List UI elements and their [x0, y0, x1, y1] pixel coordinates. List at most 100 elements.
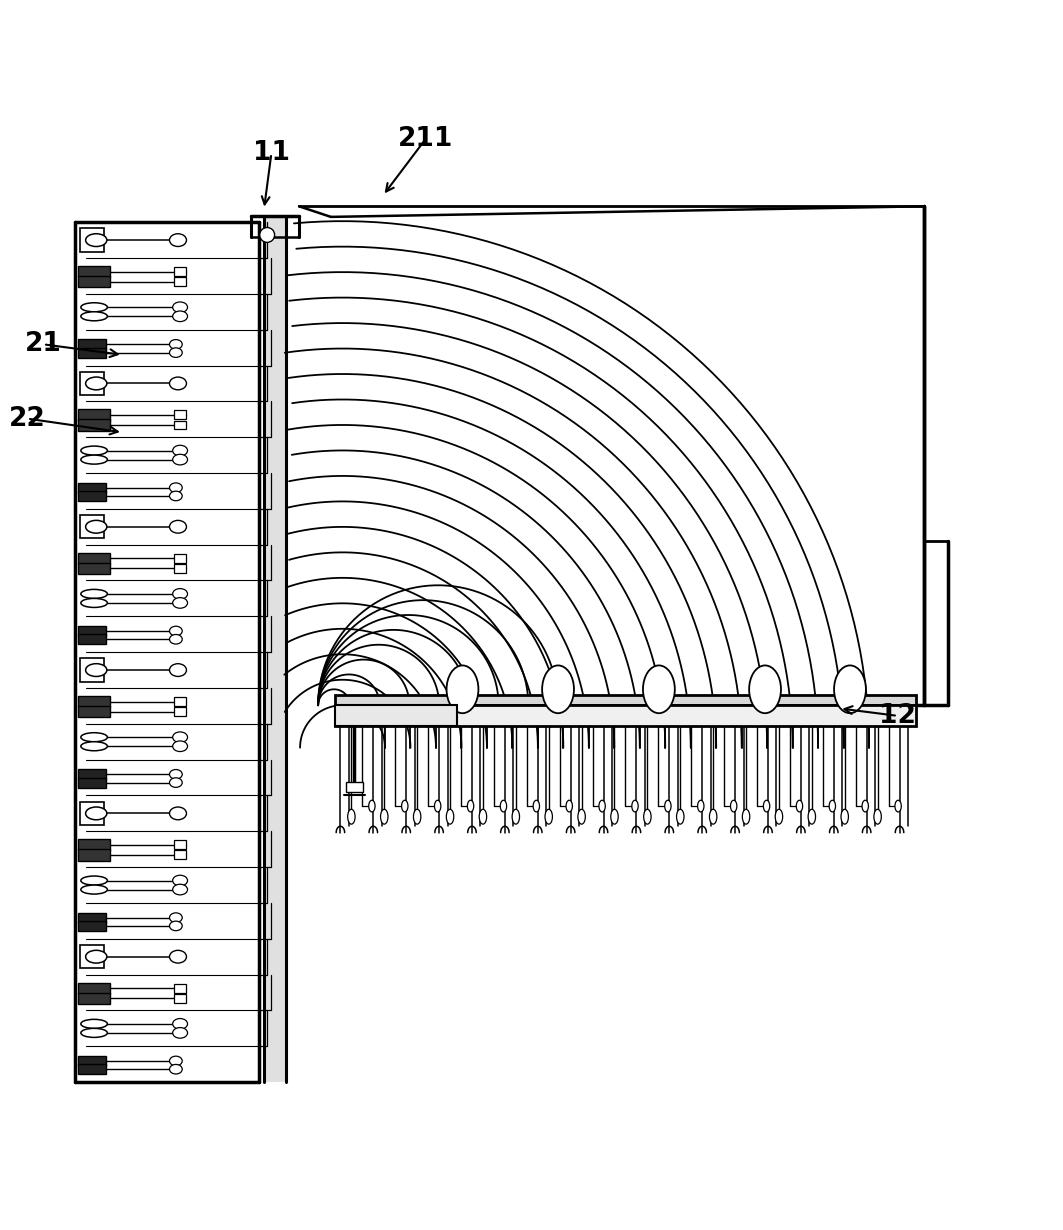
- Ellipse shape: [172, 740, 187, 752]
- Ellipse shape: [169, 807, 186, 819]
- Bar: [79, 921, 106, 931]
- Ellipse shape: [81, 303, 107, 311]
- Ellipse shape: [169, 491, 182, 501]
- Ellipse shape: [697, 801, 704, 812]
- Bar: [79, 983, 111, 994]
- Ellipse shape: [81, 589, 107, 599]
- Ellipse shape: [348, 809, 355, 824]
- Ellipse shape: [169, 520, 186, 533]
- Text: 211: 211: [398, 127, 453, 153]
- Ellipse shape: [81, 446, 107, 455]
- Ellipse shape: [566, 801, 572, 812]
- Bar: [79, 1055, 106, 1066]
- Ellipse shape: [644, 809, 652, 824]
- Ellipse shape: [86, 378, 107, 390]
- Bar: [79, 491, 106, 501]
- Ellipse shape: [172, 589, 187, 599]
- Bar: [335, 705, 916, 727]
- Ellipse shape: [81, 599, 107, 608]
- Ellipse shape: [895, 801, 901, 812]
- Ellipse shape: [81, 886, 107, 894]
- Ellipse shape: [841, 809, 848, 824]
- Ellipse shape: [730, 801, 737, 812]
- Bar: [81, 229, 104, 252]
- Bar: [81, 371, 104, 395]
- Bar: [79, 276, 111, 288]
- Bar: [79, 419, 111, 430]
- Ellipse shape: [169, 1064, 182, 1074]
- Ellipse shape: [169, 234, 186, 246]
- Ellipse shape: [381, 809, 388, 824]
- Ellipse shape: [834, 665, 866, 713]
- Ellipse shape: [172, 1018, 187, 1030]
- Ellipse shape: [172, 732, 187, 743]
- Ellipse shape: [402, 801, 408, 812]
- Bar: [79, 410, 111, 421]
- Bar: [173, 850, 186, 860]
- Ellipse shape: [369, 801, 375, 812]
- Ellipse shape: [172, 1027, 187, 1038]
- Ellipse shape: [172, 311, 187, 321]
- Ellipse shape: [86, 520, 107, 533]
- Ellipse shape: [172, 445, 187, 456]
- Bar: [173, 707, 186, 716]
- Bar: [79, 849, 111, 861]
- Ellipse shape: [611, 809, 619, 824]
- Bar: [79, 348, 106, 358]
- Bar: [79, 635, 106, 645]
- Ellipse shape: [169, 1057, 182, 1065]
- Ellipse shape: [172, 598, 187, 608]
- Ellipse shape: [512, 809, 520, 824]
- Bar: [264, 215, 286, 1082]
- Bar: [173, 840, 186, 849]
- Text: 22: 22: [9, 406, 46, 432]
- Bar: [79, 562, 111, 574]
- Ellipse shape: [81, 1028, 107, 1037]
- Bar: [79, 696, 111, 707]
- Bar: [173, 994, 186, 1002]
- Bar: [335, 695, 916, 705]
- Ellipse shape: [414, 809, 421, 824]
- Ellipse shape: [169, 913, 182, 922]
- Bar: [79, 552, 111, 563]
- Bar: [173, 554, 186, 562]
- Ellipse shape: [796, 801, 803, 812]
- Bar: [173, 984, 186, 993]
- Ellipse shape: [169, 348, 182, 358]
- Bar: [79, 839, 111, 850]
- Bar: [81, 945, 104, 968]
- Ellipse shape: [172, 454, 187, 465]
- Bar: [335, 705, 457, 727]
- Ellipse shape: [169, 770, 182, 779]
- Ellipse shape: [169, 664, 186, 676]
- Ellipse shape: [479, 809, 487, 824]
- Bar: [173, 277, 186, 287]
- Ellipse shape: [86, 234, 107, 246]
- Ellipse shape: [172, 884, 187, 895]
- Ellipse shape: [446, 809, 454, 824]
- Ellipse shape: [709, 809, 716, 824]
- Ellipse shape: [643, 665, 675, 713]
- Ellipse shape: [86, 951, 107, 963]
- Ellipse shape: [749, 665, 781, 713]
- Ellipse shape: [81, 742, 107, 750]
- Ellipse shape: [81, 876, 107, 886]
- Ellipse shape: [169, 378, 186, 390]
- Bar: [79, 706, 111, 717]
- Bar: [173, 697, 186, 706]
- Ellipse shape: [169, 777, 182, 787]
- Ellipse shape: [172, 301, 187, 312]
- Ellipse shape: [81, 733, 107, 742]
- Ellipse shape: [862, 801, 868, 812]
- Text: 12: 12: [879, 702, 916, 729]
- Ellipse shape: [446, 665, 478, 713]
- Ellipse shape: [169, 635, 182, 645]
- Bar: [173, 421, 186, 429]
- Bar: [79, 626, 106, 636]
- Text: 21: 21: [24, 331, 62, 357]
- Ellipse shape: [169, 951, 186, 963]
- Ellipse shape: [598, 801, 605, 812]
- Bar: [79, 266, 111, 277]
- Ellipse shape: [435, 801, 441, 812]
- Ellipse shape: [169, 339, 182, 349]
